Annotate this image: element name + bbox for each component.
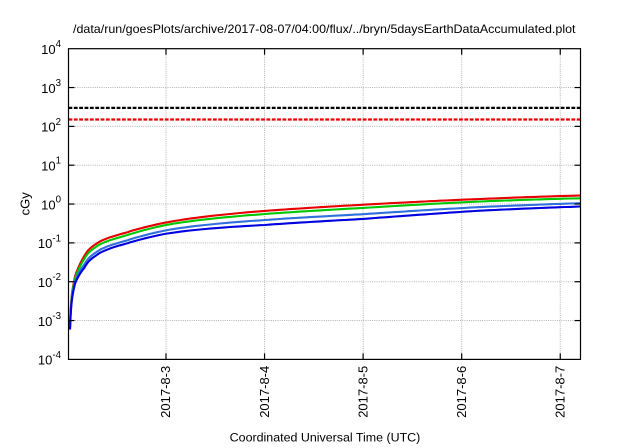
svg-text:2017-8-4: 2017-8-4 xyxy=(257,366,272,418)
svg-text:2017-8-6: 2017-8-6 xyxy=(454,366,469,418)
svg-text:/data/run/goesPlots/archive/20: /data/run/goesPlots/archive/2017-08-07/0… xyxy=(73,22,576,36)
svg-text:2017-8-3: 2017-8-3 xyxy=(158,366,173,418)
svg-text:Coordinated Universal Time (UT: Coordinated Universal Time (UTC) xyxy=(230,431,421,445)
svg-text:cGy: cGy xyxy=(18,192,33,216)
svg-text:2017-8-5: 2017-8-5 xyxy=(355,366,370,418)
svg-text:2017-8-7: 2017-8-7 xyxy=(552,366,567,418)
